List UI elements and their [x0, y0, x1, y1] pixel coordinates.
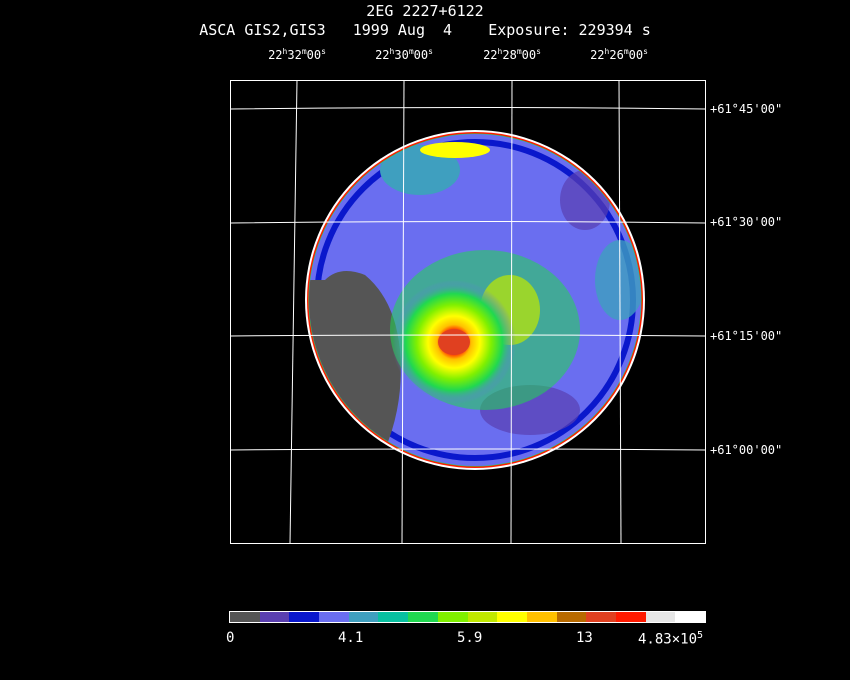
ra-tick-label: 22h26m00s — [590, 47, 648, 62]
ra-tick-label: 22h30m00s — [375, 47, 433, 62]
xray-image-panel — [230, 80, 706, 544]
colorbar-segment — [675, 612, 705, 622]
dec-tick-label: +61°15'00" — [710, 329, 783, 343]
observation-info: ASCA GIS2,GIS3 1999 Aug 4 Exposure: 2293… — [199, 21, 651, 39]
colorbar-segment — [645, 612, 676, 622]
image-frame — [230, 80, 706, 544]
colorbar — [229, 611, 706, 623]
colorbar-segment — [348, 612, 379, 622]
colorbar-segment — [319, 612, 349, 622]
colorbar-label: 0 — [226, 630, 235, 646]
dec-tick-label: +61°00'00" — [710, 443, 783, 457]
colorbar-segment — [437, 612, 468, 622]
colorbar-segment — [615, 612, 646, 622]
colorbar-segment — [467, 612, 498, 622]
coordinate-grid — [230, 80, 706, 544]
colorbar-label: 5.9 — [457, 630, 483, 646]
colorbar-label: 4.1 — [338, 630, 364, 646]
ra-tick-label: 22h32m00s — [268, 47, 326, 62]
colorbar-segment — [259, 612, 290, 622]
colorbar-label-max: 4.83×105 — [638, 630, 704, 648]
colorbar-segment — [586, 612, 616, 622]
colorbar-segment — [378, 612, 409, 622]
ra-tick-label: 22h28m00s — [483, 47, 541, 62]
image-title: 2EG 2227+6122 — [366, 2, 484, 20]
colorbar-segment — [408, 612, 438, 622]
dec-tick-label: +61°45'00" — [710, 102, 783, 116]
colorbar-segment — [289, 612, 320, 622]
colorbar-segment — [526, 612, 557, 622]
colorbar-segment — [497, 612, 527, 622]
colorbar-label: 13 — [576, 630, 593, 646]
colorbar-segment — [230, 612, 260, 622]
colorbar-segment — [556, 612, 587, 622]
dec-tick-label: +61°30'00" — [710, 215, 783, 229]
